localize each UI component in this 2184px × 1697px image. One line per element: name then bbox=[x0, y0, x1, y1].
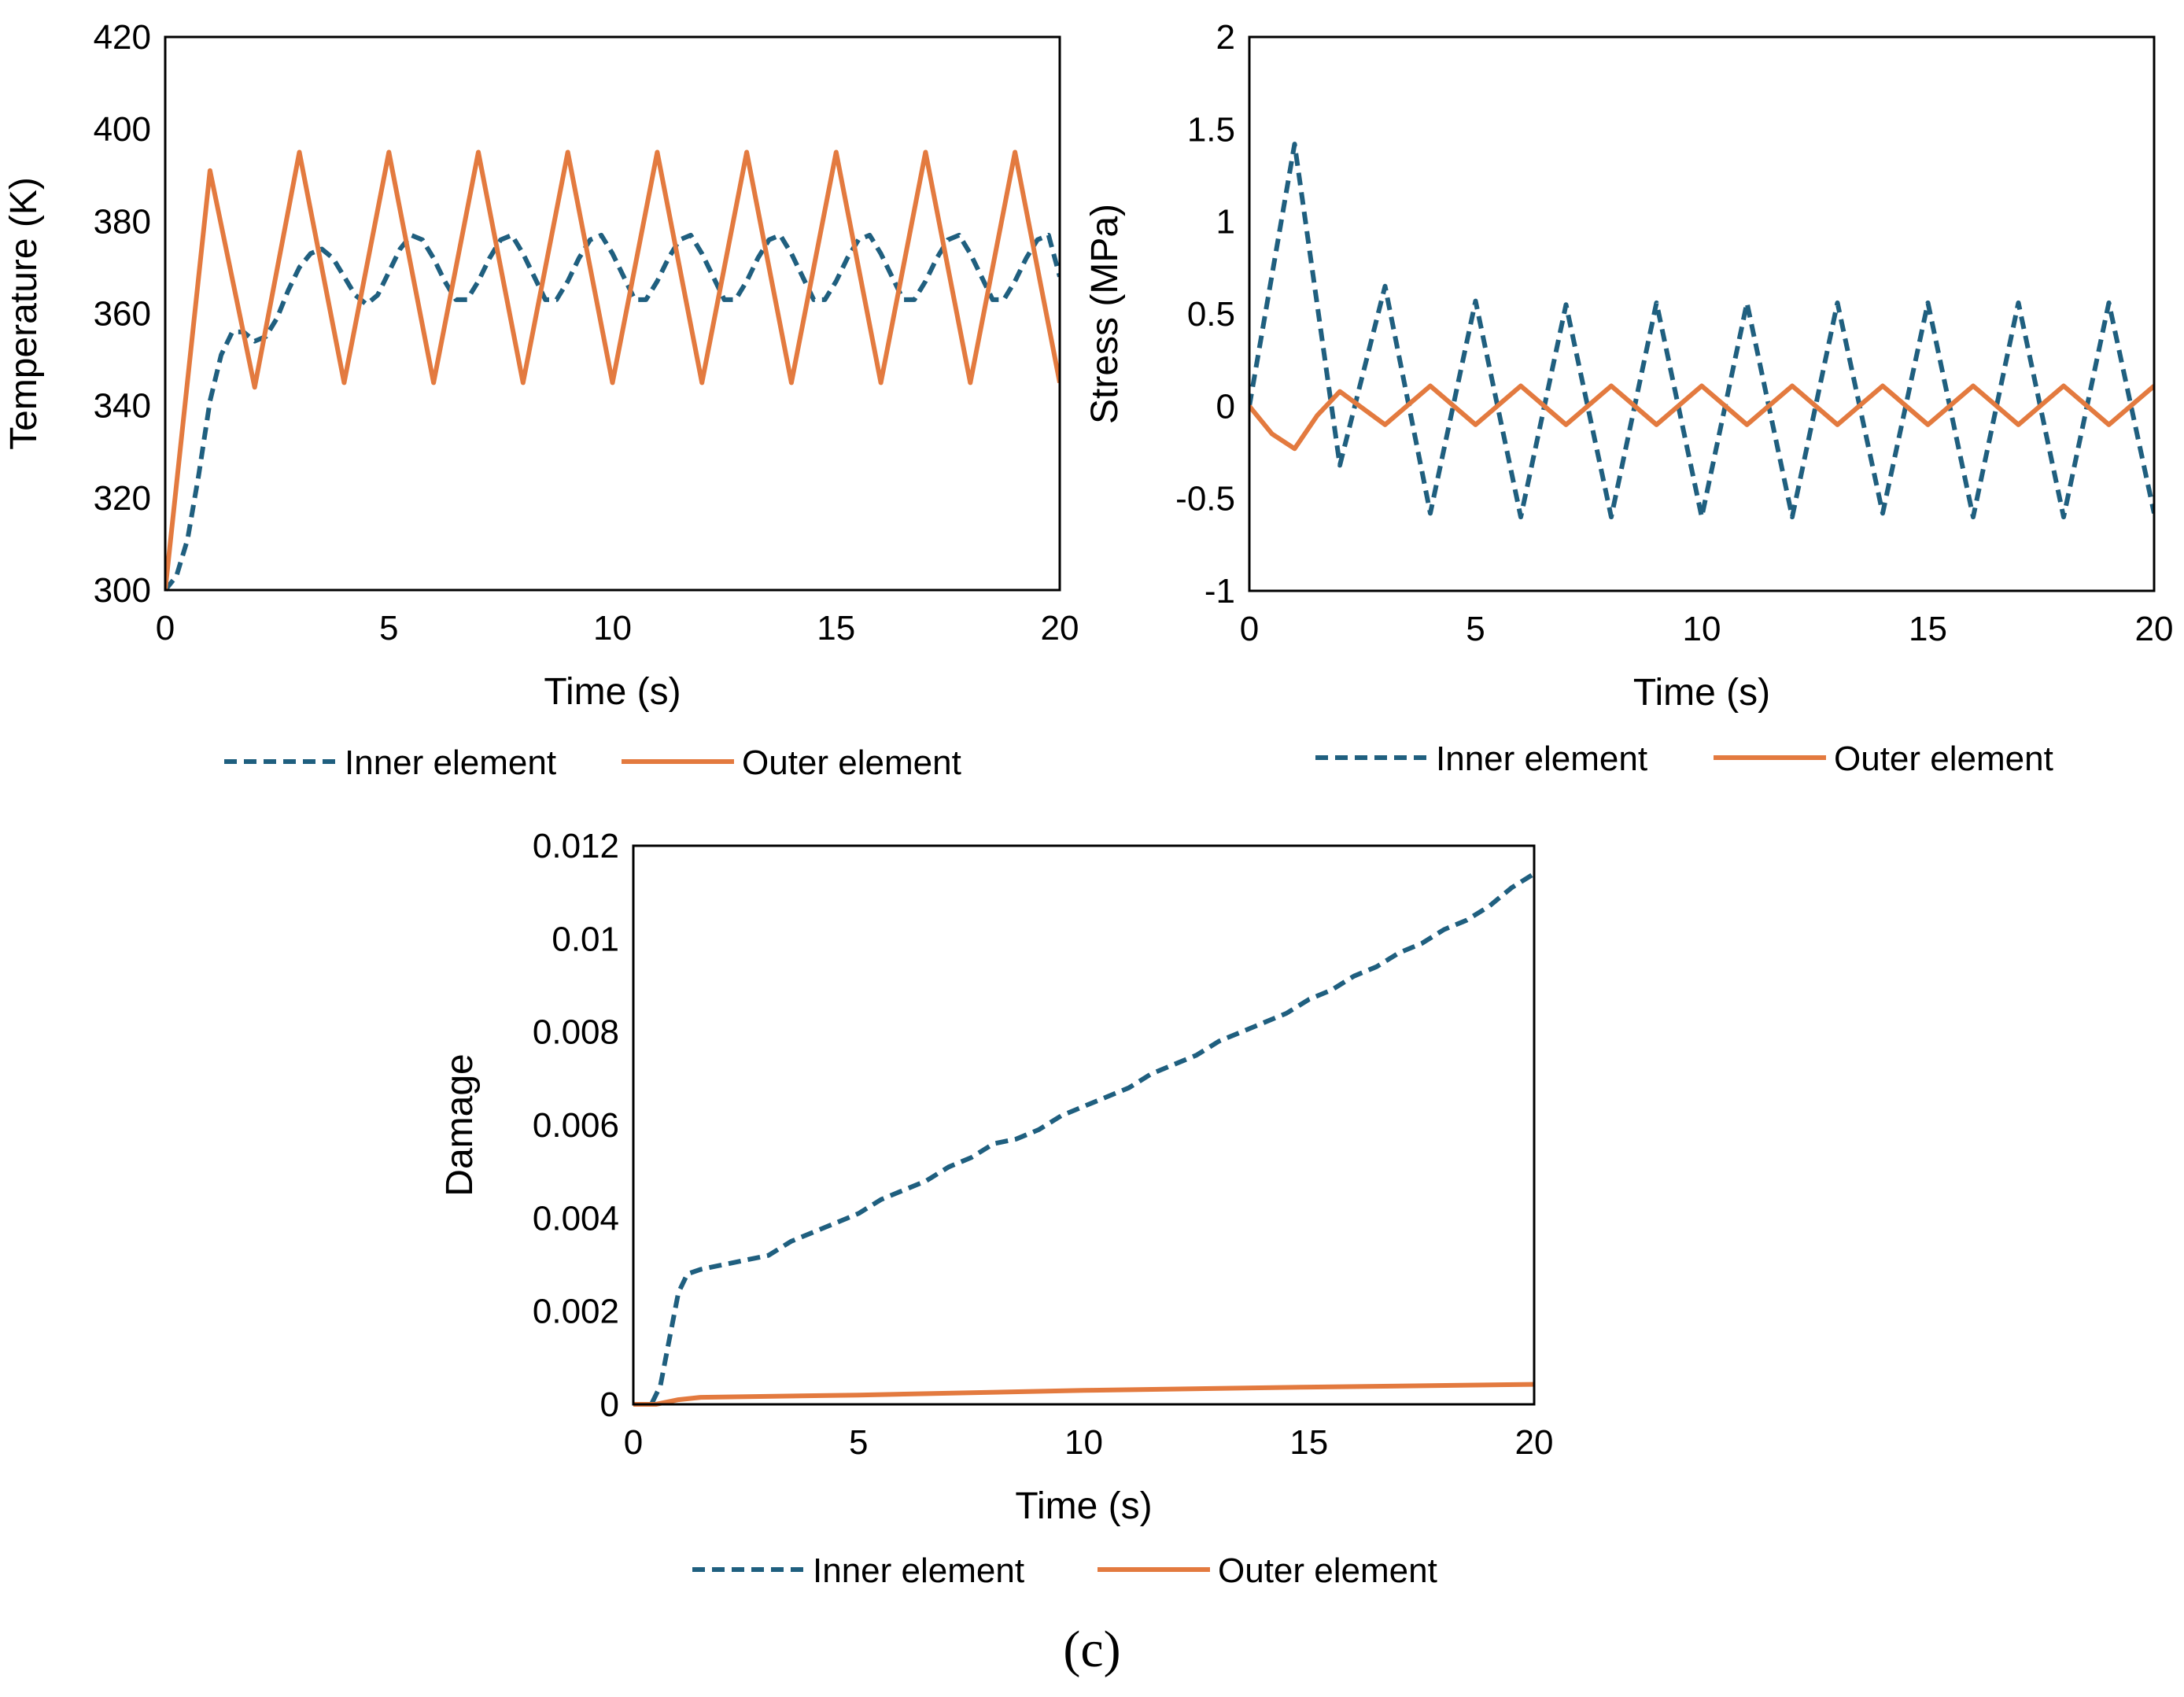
outer-element-series-line bbox=[633, 1382, 1534, 1407]
y-tick-label: 1 bbox=[1216, 203, 1235, 242]
plot-frame bbox=[164, 35, 1061, 592]
x-tick-label: 15 bbox=[1909, 610, 1947, 648]
legend: Inner element Outer element bbox=[1315, 740, 2053, 778]
legend-label: Outer element bbox=[1834, 740, 2053, 778]
x-tick-label: 15 bbox=[1289, 1423, 1328, 1462]
x-tick-label: 5 bbox=[379, 609, 398, 647]
y-tick-label: 0.01 bbox=[552, 920, 619, 958]
y-tick-label: 400 bbox=[94, 110, 151, 149]
x-tick-label: 5 bbox=[1466, 610, 1485, 648]
y-tick-label: -1 bbox=[1205, 572, 1235, 611]
outer-element-series-line bbox=[165, 149, 1060, 591]
legend: Inner element Outer element bbox=[224, 743, 961, 782]
y-tick-label: 320 bbox=[94, 479, 151, 518]
y-tick-label: 340 bbox=[94, 387, 151, 426]
y-tick-label: 2 bbox=[1216, 18, 1235, 57]
x-axis-label: Time (s) bbox=[1633, 672, 1770, 714]
stress-chart: 0 5 10 15 20 -1 -0.5 0 0.5 1 1.5 2 Time (s) Stress (M… bbox=[1084, 18, 2173, 778]
legend-label: Outer element bbox=[1218, 1551, 1437, 1590]
y-axis-label: Damage bbox=[439, 1053, 481, 1196]
x-axis-label: Time (s) bbox=[544, 671, 681, 713]
x-tick-label: 20 bbox=[1515, 1423, 1554, 1462]
y-tick-label: 420 bbox=[94, 18, 151, 57]
y-tick-label: 360 bbox=[94, 295, 151, 334]
inner-element-series-line bbox=[633, 871, 1534, 1407]
plot-frame bbox=[632, 844, 1536, 1406]
plot-area bbox=[1249, 142, 2154, 520]
x-tick-label: 5 bbox=[849, 1423, 868, 1462]
x-tick-label: 10 bbox=[1064, 1423, 1103, 1462]
y-tick-label: 0.012 bbox=[533, 827, 619, 865]
y-tick-label: 1.5 bbox=[1187, 110, 1235, 149]
outer-element-series-line bbox=[1249, 383, 2154, 452]
temperature-chart: 0 5 10 15 20 300 320 340 360 380 400 420 Time (s) Tem… bbox=[3, 18, 1079, 782]
legend-label: Inner element bbox=[813, 1551, 1024, 1590]
y-tick-label: -0.5 bbox=[1175, 480, 1235, 518]
x-tick-label: 0 bbox=[1240, 610, 1259, 648]
figure-caption: (c) bbox=[1063, 1621, 1120, 1678]
legend-label: Inner element bbox=[1436, 740, 1647, 778]
x-tick-label: 20 bbox=[1041, 609, 1079, 647]
x-tick-label: 10 bbox=[1683, 610, 1721, 648]
legend-label: Outer element bbox=[742, 743, 961, 782]
y-tick-label: 300 bbox=[94, 571, 151, 610]
y-tick-label: 0.006 bbox=[533, 1106, 619, 1145]
x-tick-label: 20 bbox=[2135, 610, 2174, 648]
plot-area bbox=[633, 871, 1534, 1407]
x-tick-label: 15 bbox=[817, 609, 855, 647]
x-tick-label: 10 bbox=[593, 609, 632, 647]
x-tick-label: 0 bbox=[624, 1423, 643, 1462]
inner-element-series-line bbox=[1249, 142, 2154, 520]
legend: Inner element Outer element bbox=[692, 1551, 1437, 1590]
y-axis-label: Temperature (K) bbox=[3, 177, 45, 450]
x-tick-label: 0 bbox=[156, 609, 175, 647]
y-tick-label: 0 bbox=[600, 1385, 619, 1424]
x-axis-label: Time (s) bbox=[1015, 1485, 1152, 1527]
plot-area bbox=[165, 149, 1060, 592]
y-tick-label: 0.5 bbox=[1187, 295, 1235, 334]
y-tick-label: 0.002 bbox=[533, 1293, 619, 1331]
y-tick-label: 0.004 bbox=[533, 1199, 619, 1238]
inner-element-series-line bbox=[165, 232, 1060, 592]
legend-label: Inner element bbox=[345, 743, 556, 782]
y-tick-label: 0.008 bbox=[533, 1013, 619, 1052]
y-tick-label: 0 bbox=[1216, 387, 1235, 426]
y-axis-label: Stress (MPa) bbox=[1084, 204, 1126, 424]
damage-chart: 0 5 10 15 20 0 0.002 0.004 0.006 0.008 0.01 0.012 Ti… bbox=[439, 827, 1553, 1590]
y-tick-label: 380 bbox=[94, 202, 151, 241]
plot-frame bbox=[1248, 35, 2156, 592]
